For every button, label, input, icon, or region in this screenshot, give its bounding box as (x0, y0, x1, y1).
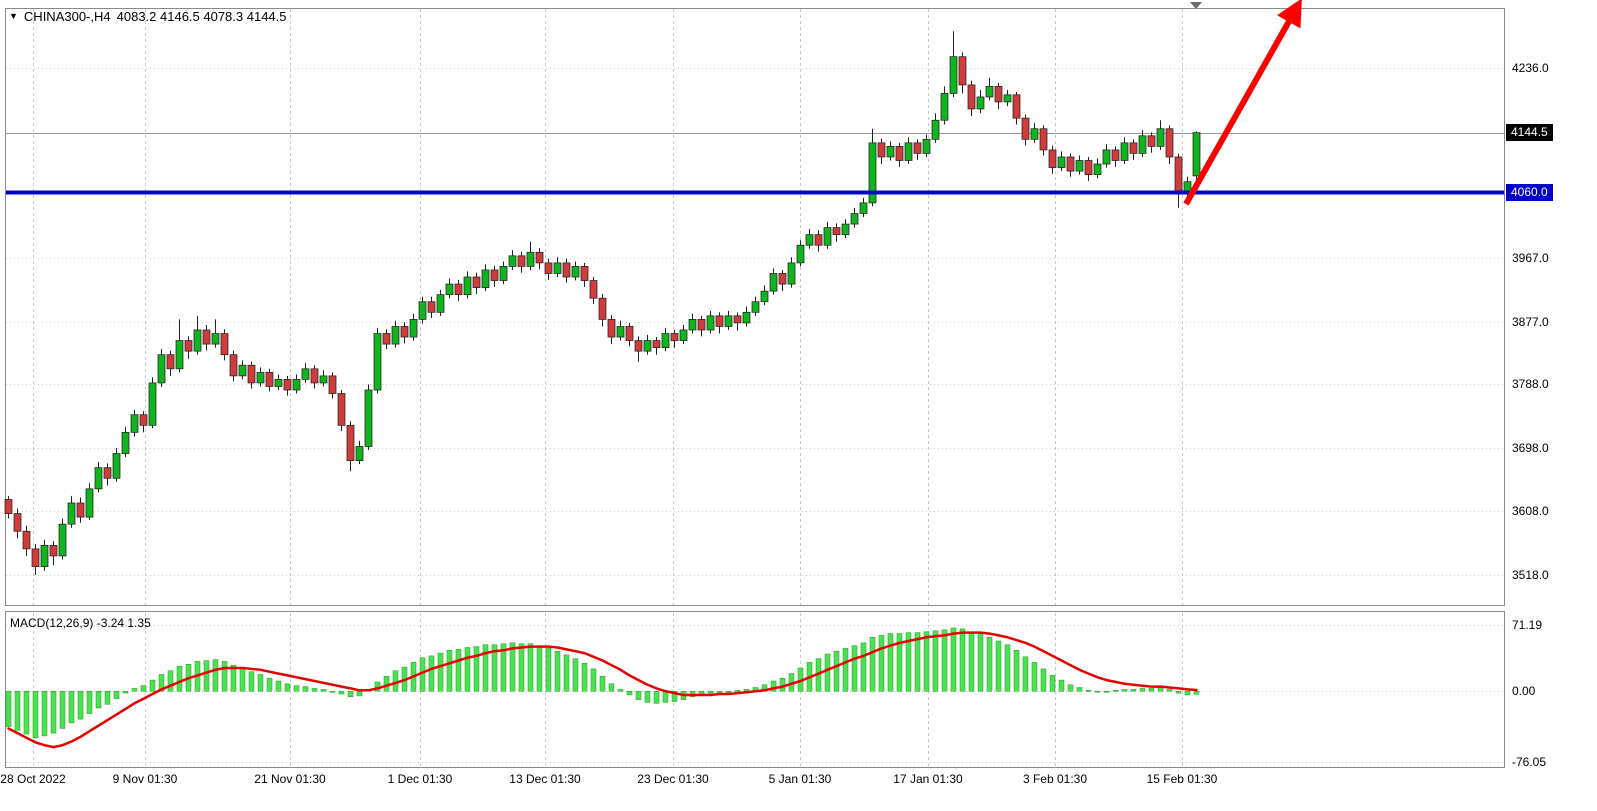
macd-indicator-label: MACD(12,26,9) -3.24 1.35 (10, 616, 151, 630)
time-axis-label: 5 Jan 01:30 (768, 772, 832, 786)
ohlc-values: 4083.2 4146.5 4078.3 4144.5 (116, 9, 287, 24)
symbol-title: CHINA300-,H4 (23, 9, 111, 24)
price-axis-label: 3877.0 (1512, 315, 1549, 329)
time-axis-label: 15 Feb 01:30 (1146, 772, 1218, 786)
macd-axis-label: 0.00 (1512, 684, 1536, 698)
last-bar-marker-icon (1190, 2, 1202, 9)
price-axis-label: 3608.0 (1512, 504, 1549, 518)
time-axis-label: 23 Dec 01:30 (637, 772, 709, 786)
price-axis-label: 3698.0 (1512, 441, 1549, 455)
macd-axis-label: -76.05 (1512, 755, 1547, 769)
time-axis-label: 17 Jan 01:30 (893, 772, 963, 786)
time-axis-label: 28 Oct 2022 (0, 772, 66, 786)
macd-chart[interactable] (5, 611, 1505, 768)
time-axis-label: 1 Dec 01:30 (387, 772, 453, 786)
main-chart[interactable] (4, 8, 1505, 606)
price-axis-label: 3967.0 (1512, 251, 1549, 265)
price-axis-label: 3518.0 (1512, 568, 1549, 582)
chart-header: ▼ CHINA300-,H4 4083.2 4146.5 4078.3 4144… (9, 9, 287, 24)
time-axis-label: 9 Nov 01:30 (112, 772, 178, 786)
time-axis[interactable]: 28 Oct 2022 9 Nov 01:30 21 Nov 01:30 1 Dec … (0, 772, 1505, 790)
macd-axis-label: 71.19 (1512, 618, 1543, 632)
current-price-badge: 4144.5 (1506, 124, 1553, 141)
time-axis-label: 3 Feb 01:30 (1022, 772, 1088, 786)
chevron-down-icon[interactable]: ▼ (9, 11, 18, 21)
price-axis[interactable]: 4236.0 3967.0 3877.0 3788.0 3698.0 3608.0 3518… (1509, 0, 1596, 811)
price-axis-label: 3788.0 (1512, 377, 1549, 391)
chart-objects[interactable] (6, 0, 1504, 206)
price-axis-label: 4236.0 (1512, 61, 1549, 75)
level-price-badge: 4060.0 (1506, 184, 1553, 201)
time-axis-label: 13 Dec 01:30 (509, 772, 581, 786)
time-axis-label: 21 Nov 01:30 (254, 772, 326, 786)
